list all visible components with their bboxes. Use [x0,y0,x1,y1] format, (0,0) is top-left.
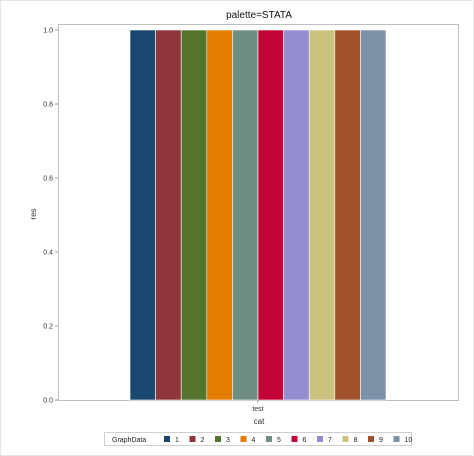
legend-swatch-3 [215,436,221,442]
y-tick-label: 0.8 [43,102,53,109]
plot-area [58,24,459,401]
x-axis: test [252,400,264,413]
legend-swatch-10 [393,436,400,442]
legend-swatch-2 [189,436,196,442]
y-tick-label: 0.6 [43,176,53,183]
legend-label-4: 4 [252,437,256,444]
legend-swatch-5 [266,436,272,442]
legend-swatch-7 [317,436,323,442]
bar-series-7 [283,29,310,401]
bar-series-5 [232,29,259,401]
y-axis: 0.0 0.2 0.4 0.6 0.8 1.0 [43,28,58,405]
legend-label-1: 1 [175,437,179,444]
legend-label-8: 8 [354,437,358,444]
bars [129,29,387,401]
bar-series-2 [155,29,182,401]
chart-title: palette=STATA [226,10,292,21]
x-tick-label: test [252,406,263,413]
legend-title: GraphData [112,437,146,444]
legend-swatch-4 [240,436,247,442]
legend-label-3: 3 [226,437,230,444]
legend-label-5: 5 [277,437,281,444]
bar-series-3 [180,29,208,401]
legend-border [104,432,412,446]
bar-series-10 [360,29,387,401]
legend-label-7: 7 [328,437,332,444]
bar-series-8 [308,29,336,401]
y-axis-title: res [29,208,38,219]
legend-swatch-1 [164,436,170,442]
y-tick-label: 0.0 [43,398,53,405]
bar-series-9 [334,29,361,401]
legend-label-6: 6 [303,437,307,444]
legend: GraphData 1 2 3 4 5 6 7 8 9 10 [104,432,412,446]
legend-swatch-9 [368,436,374,442]
legend-items: 1 2 3 4 5 6 7 8 9 10 [164,436,412,444]
legend-label-9: 9 [379,437,383,444]
legend-label-2: 2 [201,437,205,444]
legend-label-10: 10 [405,437,413,444]
x-axis-title: cat [254,417,265,426]
legend-swatch-6 [291,436,298,442]
legend-swatch-8 [342,436,349,442]
bar-series-4 [206,29,233,401]
y-tick-label: 0.2 [43,324,53,331]
bar-series-6 [257,29,284,401]
bar-series-1 [129,29,156,401]
y-tick-label: 0.4 [43,250,53,257]
y-tick-label: 1.0 [43,28,53,35]
